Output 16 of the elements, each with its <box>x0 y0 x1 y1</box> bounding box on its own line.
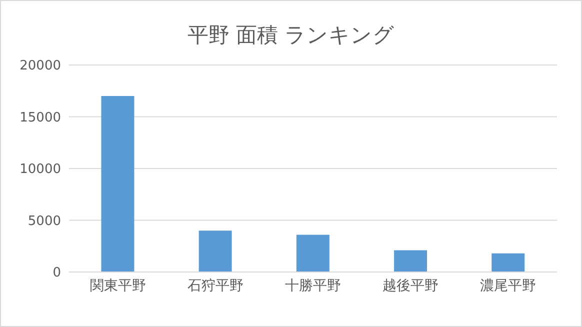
y-tick-label: 10000 <box>20 162 61 178</box>
y-tick-label: 0 <box>52 266 61 281</box>
x-tick-label: 関東平野 <box>90 278 146 294</box>
bar <box>101 96 134 272</box>
x-tick-label: 越後平野 <box>382 278 439 294</box>
bar <box>198 230 232 272</box>
y-tick-label: 5000 <box>28 214 61 229</box>
x-tick-label: 石狩平野 <box>187 278 244 294</box>
bar <box>492 253 525 272</box>
y-tick-label: 15000 <box>20 110 61 126</box>
chart-title: 平野 面積 ランキング <box>186 22 396 49</box>
x-tick-label: 濃尾平野 <box>480 278 536 294</box>
x-tick-label: 十勝平野 <box>285 278 341 294</box>
bar <box>394 250 428 272</box>
y-tick-label: 20000 <box>20 58 61 74</box>
bar <box>296 234 330 272</box>
